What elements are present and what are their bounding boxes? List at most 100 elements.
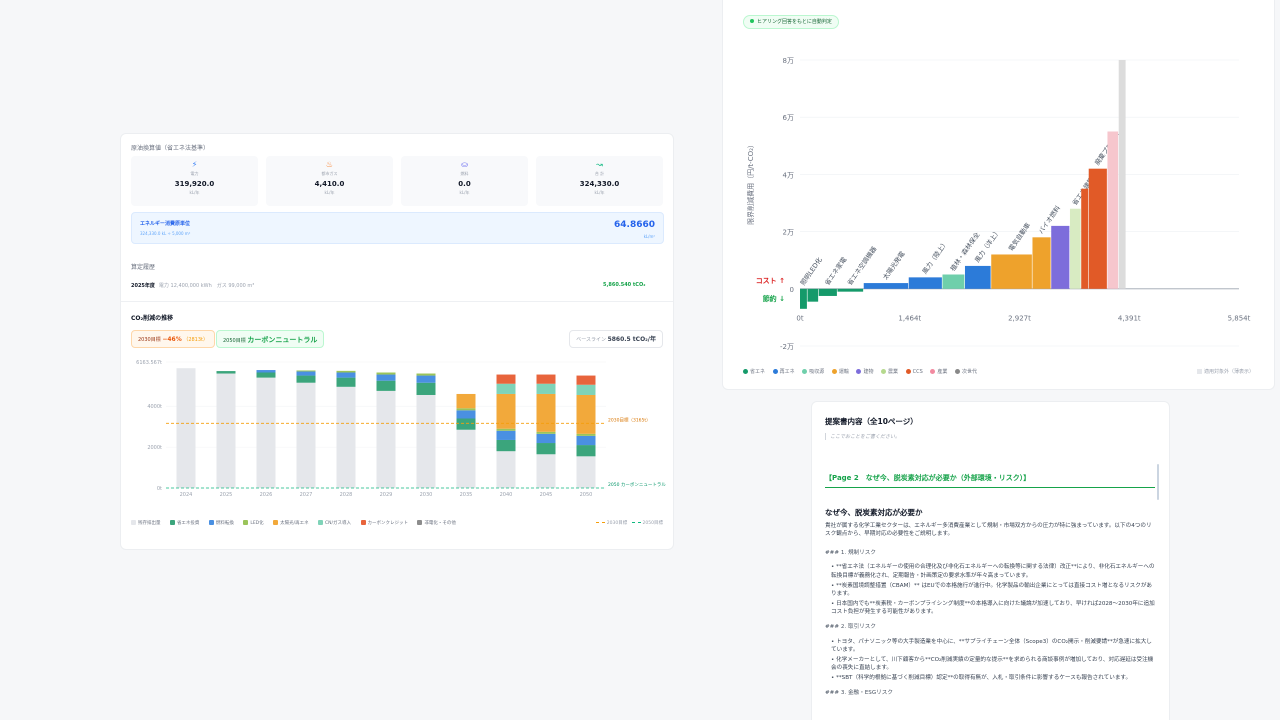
bar-segment-3 (456, 408, 476, 411)
bar-segment-2 (376, 374, 396, 381)
legend-item: 運輸 (831, 369, 849, 375)
bar-segment-6 (536, 374, 556, 384)
scrollbar-thumb[interactable] (1157, 464, 1159, 500)
x-tick-label: 2025 (220, 492, 233, 498)
bar-segment-5 (536, 383, 556, 394)
x-tick-label: 2050 (580, 492, 593, 498)
mac-bar-label: 省エネ空調機器 (845, 244, 879, 287)
mac-bar (908, 277, 942, 289)
bar-segment-0 (536, 454, 556, 488)
legend-item: 再エネ (772, 369, 795, 375)
legend-item: 残存排出量 (131, 520, 161, 526)
status-dot-icon (750, 19, 754, 23)
list-item: • **省エネ法（エネルギーの使用の合理化及び非化石エネルギーへの転換等に関する… (831, 564, 1155, 579)
bar-segment-3 (416, 373, 436, 376)
mac-bar-label: 風力（陸上） (920, 238, 950, 275)
bar-segment-3 (376, 372, 396, 375)
lightning-icon: ⚡ (191, 160, 198, 169)
target-2030-chip: 2030目標 −46% （2813t） (131, 330, 215, 348)
legend-item: 太陽光/再エネ (273, 520, 309, 526)
calc-total-value: 5,860.540 tCO₂ (603, 282, 646, 288)
calc-history-row[interactable]: 2025年度 電力 12,400,000 kWh ガス 99,000 m³ (131, 283, 255, 289)
auto-judge-badge: ヒアリング回答をもとに自動判定 (743, 15, 839, 29)
usage-section-title: 原油換算値（省エネ法基準） (131, 145, 210, 152)
intensity-value: 64.8660 (614, 220, 655, 230)
kpi-fuel: ⛀ 燃料 0.0 kL/年 (401, 156, 528, 206)
y-tick-label: 2万 (783, 229, 794, 237)
list-item: • 日本国内でも**炭素税・カーボンプライシング制度**の本格導入に向けた議論が… (831, 600, 1155, 616)
mac-bar (1032, 237, 1051, 289)
mac-curve-chart: -2万 0 2万 4万 6万 8万 0t 1,464t 2,927t 4,391t 5,854t 限界… (746, 57, 1251, 351)
bar-segment-1 (416, 382, 436, 395)
mac-bar (1081, 188, 1089, 289)
bar-segment-0 (576, 456, 596, 488)
bar-segment-1 (296, 375, 316, 383)
mac-bar-label: 太陽光発電 (881, 249, 907, 281)
bar-segment-6 (496, 374, 516, 384)
bar-segment-4 (536, 393, 556, 432)
x-tick-label: 2029 (380, 492, 393, 498)
bar-segment-4 (576, 394, 596, 434)
bar-segment-0 (176, 368, 196, 488)
legend-item: 次世代 (955, 369, 977, 375)
bar-segment-2 (416, 375, 436, 383)
list-item: • トヨタ、パナソニック等の大手製造業を中心に、**サプライチェーン全体（Sco… (831, 638, 1152, 654)
divider (121, 301, 673, 302)
bar-segment-3 (496, 428, 516, 431)
mac-bar (1118, 60, 1126, 289)
legend-item: CCS (905, 369, 923, 375)
proposal-text-area[interactable]: なぜ今、脱炭素対応が必要か 貴社が属する化学工業セクターは、エネルギー多消費産業… (825, 508, 1155, 703)
bar-segment-2 (336, 372, 356, 378)
mac-curve-card: ヒアリング回答をもとに自動判定 -2万 0 2万 4万 6万 8万 0t 1,464t 2,92… (722, 0, 1275, 390)
mac-bar (964, 265, 991, 289)
y-tick-label: 6万 (783, 114, 794, 122)
y-tick-label: 4000t (147, 404, 162, 410)
mac-bar (1051, 225, 1070, 289)
bar-segment-3 (536, 431, 556, 434)
bar-segment-0 (376, 390, 396, 488)
risk-heading: ### 2. 取引リスク (825, 623, 876, 630)
trend-section-title: CO₂削減の推移 (131, 315, 174, 322)
mac-bar (837, 288, 864, 292)
bar-segment-0 (256, 377, 276, 488)
page-heading: 【Page 2 なぜ今、脱炭素対応が必要か（外部環境・リスク）】 (825, 470, 1155, 488)
section-title: なぜ今、脱炭素対応が必要か (825, 508, 923, 517)
proposal-hint: ここでおことをご書ください。 (825, 433, 900, 440)
bar-segment-2 (296, 371, 316, 376)
x-tick-label: 2035 (460, 492, 473, 498)
bar-segment-1 (576, 445, 596, 457)
target-2050-chip: 2050目標 カーボンニュートラル (216, 330, 325, 348)
bar-segment-1 (376, 380, 396, 391)
bar-segment-1 (536, 443, 556, 455)
mac-bar-label: 照明LED化 (798, 255, 824, 287)
mac-bar (1069, 208, 1081, 289)
mac-legend: 省エネ 再エネ 吸収源 運輸 建物 農業 CCS 産業 次世代 (743, 368, 983, 375)
legend-item: 農業 (881, 369, 898, 375)
not-applicable-legend: 適用対象外（薄表示） (1196, 368, 1254, 375)
legend-item: 非電化・その他 (417, 520, 456, 526)
x-tick-label: 2040 (500, 492, 513, 498)
bar-segment-1 (456, 418, 476, 430)
mac-bar (942, 274, 965, 289)
list-item: • 化学メーカーとして、川下顧客から**CO₂削減実績の定量的な提示**を求めら… (831, 656, 1154, 672)
x-tick-label: 2026 (260, 492, 273, 498)
fuel-icon: ⛀ (461, 160, 468, 169)
y-tick-label: 8万 (783, 57, 794, 65)
bar-segment-6 (576, 375, 596, 385)
baseline-chip: ベースライン 5860.5 tCO₂/年 (569, 330, 663, 348)
x-tick-label: 2030 (420, 492, 433, 498)
bar-segment-1 (256, 372, 276, 378)
x-tick-label: 2028 (340, 492, 353, 498)
bar-segment-5 (496, 383, 516, 394)
x-tick-label: 0t (796, 314, 803, 322)
bar-segment-0 (416, 394, 436, 488)
mac-bar (800, 288, 807, 309)
y-tick-label: 0t (157, 486, 162, 492)
legend-item: 建物 (856, 369, 873, 375)
y-tick-label: -2万 (780, 343, 794, 351)
x-tick-label: 4,391t (1118, 314, 1141, 322)
mac-bar (863, 283, 909, 289)
target-2050-label: 2050 カーボンニュートラル (608, 481, 666, 488)
x-tick-label: 5,854t (1228, 314, 1251, 322)
bar-segment-2 (576, 435, 596, 446)
